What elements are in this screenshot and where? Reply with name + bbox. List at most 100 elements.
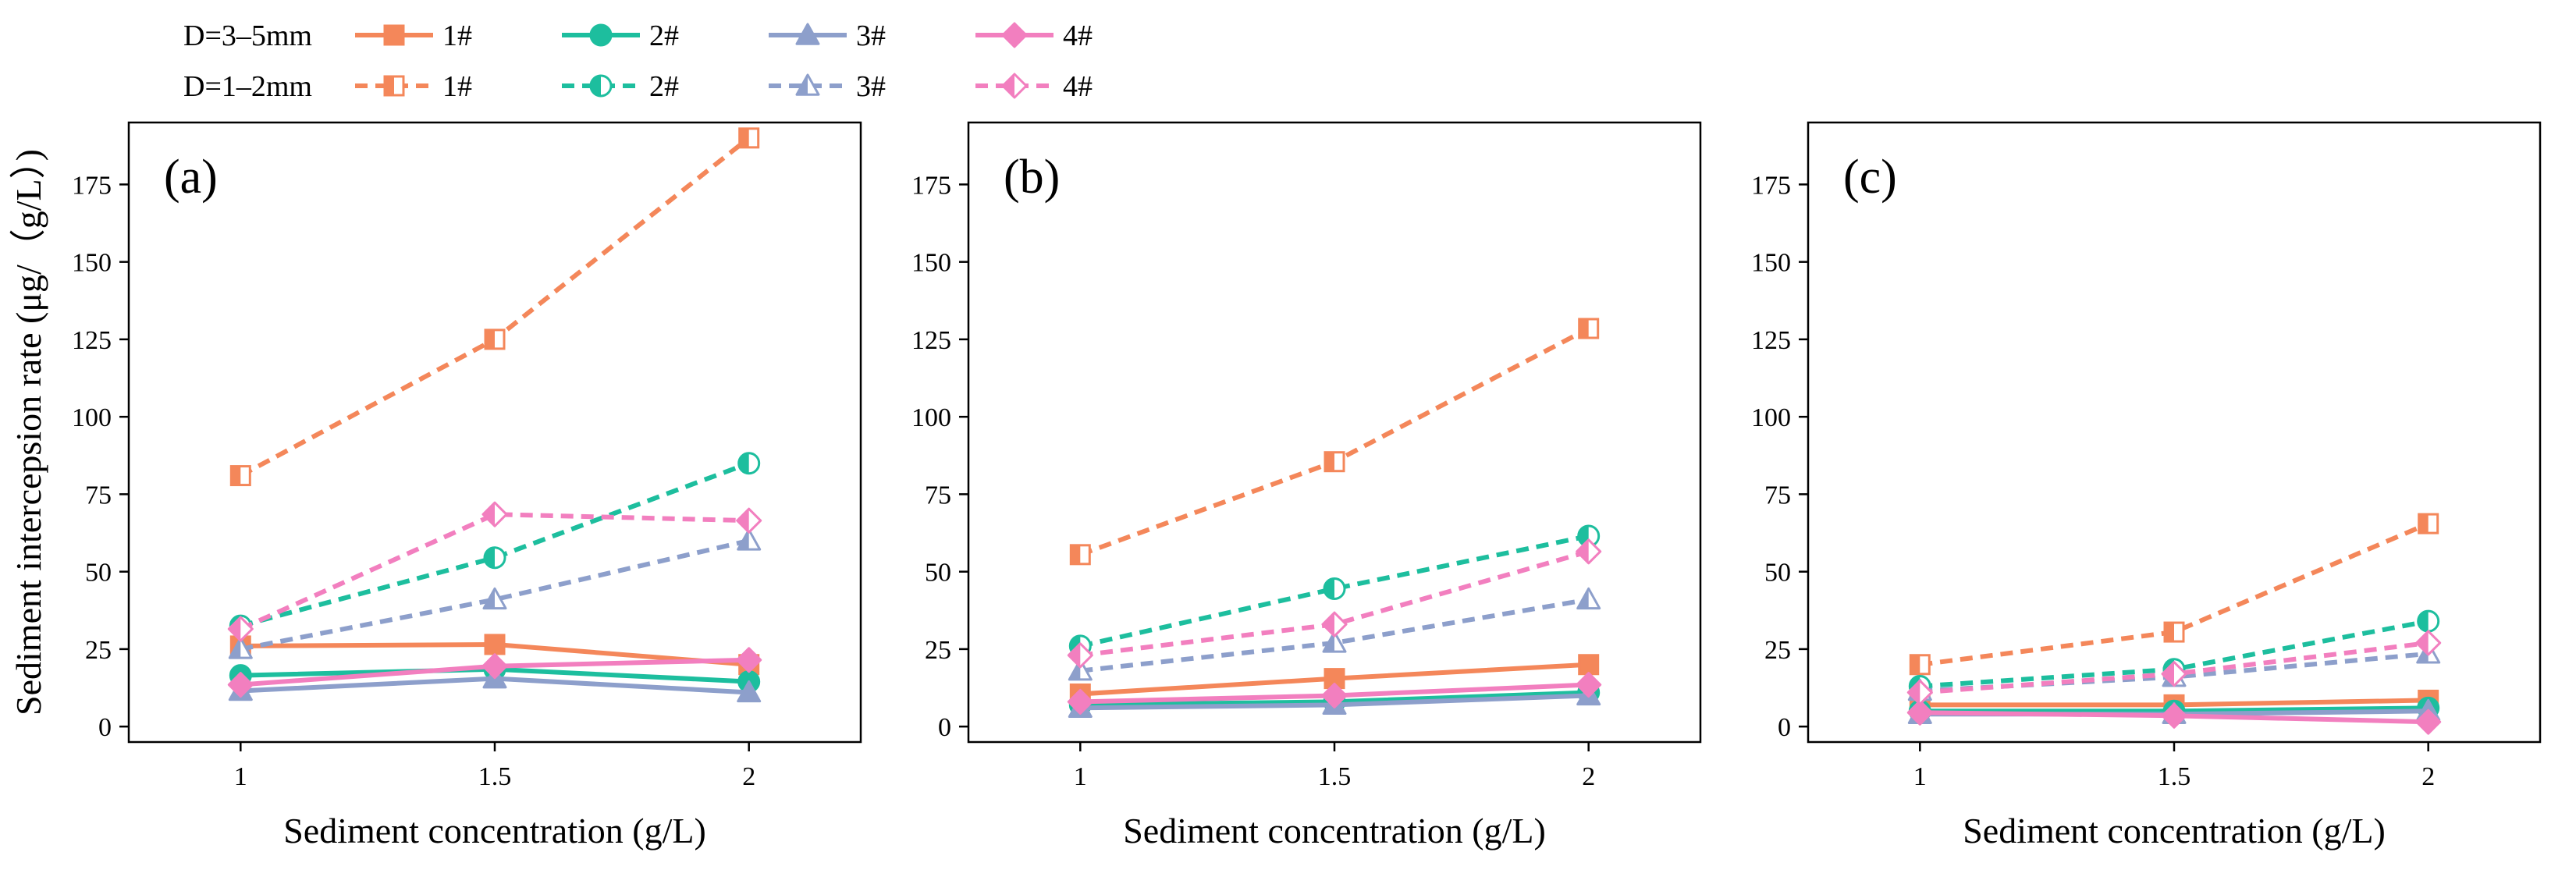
- x-tick-label: 2: [1582, 762, 1595, 791]
- data-point: [1321, 682, 1348, 708]
- data-point: [2161, 702, 2187, 729]
- data-point: [1578, 318, 1600, 339]
- y-axis-title: Sediment intercepsion rate (μg/（g/L）): [9, 149, 48, 716]
- legend: D=3–5mm 1# 2# 3# 4# D=1–2mm 1# 2# 3# 4#: [183, 20, 1093, 103]
- panel-label: (b): [1004, 151, 1060, 204]
- legend-item-label-0-3: 4#: [1063, 20, 1093, 52]
- data-point: [484, 634, 506, 655]
- data-point: [1906, 699, 1933, 726]
- data-point: [1576, 587, 1601, 610]
- y-tick-label: 175: [911, 171, 951, 200]
- data-point: [2415, 630, 2442, 656]
- data-point: [2418, 513, 2439, 534]
- x-tick-label: 1: [1913, 762, 1927, 791]
- legend-item-label-1-1: 2#: [649, 70, 679, 103]
- legend-item-label-1-0: 1#: [442, 70, 472, 103]
- x-axis-title: Sediment concentration (g/L): [1963, 811, 2386, 850]
- legend-marker-1-3: [1001, 73, 1028, 99]
- series-d-1-2mm-3: [228, 528, 762, 659]
- data-point: [1323, 577, 1346, 600]
- series-line: [240, 538, 750, 652]
- series-line: [1079, 326, 1590, 557]
- y-tick-label: 0: [98, 713, 112, 742]
- data-point: [1578, 654, 1600, 676]
- data-point: [229, 465, 251, 487]
- y-tick-label: 0: [1778, 713, 1791, 742]
- data-point: [1321, 611, 1348, 637]
- series-d-1-2mm-1: [229, 127, 760, 487]
- data-point: [737, 528, 762, 551]
- series-d-1-2mm-3: [1068, 587, 1601, 681]
- panel-b: 0 25 50 75 100 125 150 175 1 1.5 2 Sediment concent…: [911, 121, 1702, 850]
- legend-group-label-0: D=3–5mm: [183, 20, 312, 52]
- legend-item-label-1-2: 3#: [856, 70, 886, 103]
- legend-item-label-0-0: 1#: [442, 20, 472, 52]
- legend-marker-0-3: [1001, 22, 1028, 48]
- data-point: [228, 637, 253, 659]
- series-d-3-5mm-4: [227, 647, 762, 698]
- legend-item-label-1-3: 4#: [1063, 70, 1093, 103]
- y-tick-label: 50: [85, 559, 112, 588]
- legend-item-label-0-1: 2#: [649, 20, 679, 52]
- series-line: [1079, 534, 1590, 648]
- data-point: [484, 328, 506, 350]
- data-point: [227, 616, 254, 642]
- legend-entry-1-3: 4#: [975, 70, 1093, 103]
- data-point: [1322, 630, 1347, 653]
- series-line: [1079, 549, 1590, 658]
- data-point: [481, 501, 508, 527]
- legend-marker-1-2: [795, 73, 820, 96]
- panel-label: (a): [164, 151, 218, 204]
- x-axis-title: Sediment concentration (g/L): [283, 811, 706, 850]
- data-point: [738, 127, 760, 149]
- data-point: [2161, 661, 2187, 687]
- x-tick-label: 1: [234, 762, 247, 791]
- data-point: [1576, 538, 1602, 565]
- data-point: [1909, 654, 1931, 676]
- data-point: [736, 507, 762, 534]
- y-tick-label: 125: [1751, 326, 1791, 355]
- series-d-1-2mm-1: [1909, 513, 2439, 676]
- series-d-3-5mm-4: [1067, 672, 1602, 715]
- legend-entry-0-0: 1#: [355, 20, 472, 52]
- series-line: [240, 512, 749, 631]
- legend-entry-1-2: 3#: [769, 70, 886, 103]
- y-tick-label: 25: [925, 636, 951, 665]
- y-tick-label: 100: [72, 403, 112, 432]
- y-tick-label: 150: [911, 249, 951, 278]
- legend-marker-0-2: [795, 23, 820, 45]
- x-tick-label: 1.5: [2158, 762, 2191, 791]
- y-tick-label: 150: [1751, 249, 1791, 278]
- data-point: [737, 680, 762, 703]
- legend-entry-1-0: 1#: [355, 70, 472, 103]
- y-tick-label: 75: [1764, 481, 1791, 510]
- data-point: [482, 587, 507, 610]
- data-point: [1068, 659, 1093, 681]
- data-point: [2417, 609, 2440, 633]
- data-point: [227, 672, 254, 698]
- y-tick-label: 100: [911, 403, 951, 432]
- x-tick-label: 2: [742, 762, 755, 791]
- y-tick-label: 50: [1764, 559, 1791, 588]
- y-tick-label: 150: [72, 249, 112, 278]
- data-point: [481, 653, 508, 680]
- y-tick-label: 75: [85, 481, 112, 510]
- data-point: [1324, 451, 1345, 473]
- data-point: [1069, 544, 1091, 566]
- panel-a: 0 25 50 75 100 125 150 175 1 1.5 2 Sediment concent…: [9, 121, 862, 850]
- panel-c: 0 25 50 75 100 125 150 175 1 1.5 2 Sediment concent…: [1751, 121, 2542, 850]
- data-point: [483, 546, 506, 570]
- y-tick-label: 75: [925, 481, 951, 510]
- series-d-1-2mm-1: [1069, 318, 1600, 566]
- y-tick-label: 100: [1751, 403, 1791, 432]
- data-point: [737, 452, 761, 475]
- series-d-3-5mm-4: [1906, 699, 2442, 735]
- legend-marker-1-0: [383, 75, 405, 97]
- series-line: [1919, 521, 2429, 667]
- x-tick-label: 1: [1074, 762, 1087, 791]
- x-tick-label: 2: [2421, 762, 2435, 791]
- x-tick-label: 1.5: [478, 762, 512, 791]
- data-point: [1576, 672, 1602, 698]
